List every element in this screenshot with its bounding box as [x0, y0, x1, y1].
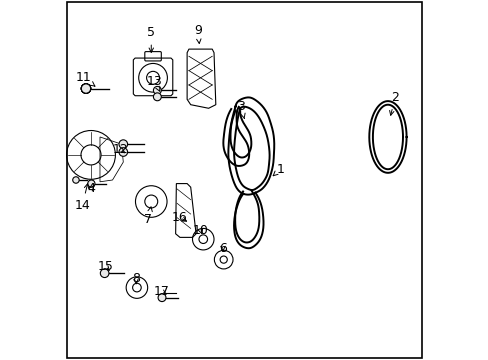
- Circle shape: [100, 269, 109, 278]
- Text: 15: 15: [97, 260, 113, 273]
- Circle shape: [73, 177, 79, 183]
- Text: 1: 1: [273, 163, 284, 176]
- Circle shape: [153, 93, 161, 101]
- Circle shape: [81, 84, 90, 93]
- Text: 17: 17: [153, 285, 169, 298]
- Text: 2: 2: [389, 91, 398, 115]
- Circle shape: [88, 180, 95, 187]
- Text: 13: 13: [147, 75, 163, 91]
- Text: 11: 11: [76, 71, 95, 86]
- Circle shape: [119, 140, 127, 148]
- Circle shape: [119, 148, 127, 156]
- Text: 6: 6: [219, 242, 226, 255]
- Circle shape: [153, 86, 161, 94]
- Text: 5: 5: [147, 27, 155, 53]
- Text: 10: 10: [192, 224, 208, 237]
- Circle shape: [158, 294, 165, 302]
- Text: 9: 9: [194, 24, 202, 44]
- Text: 14: 14: [74, 184, 90, 212]
- Text: 12: 12: [112, 143, 128, 156]
- Text: 7: 7: [144, 207, 152, 226]
- Text: 16: 16: [172, 211, 187, 224]
- Text: 8: 8: [132, 272, 140, 285]
- Text: 4: 4: [87, 183, 95, 195]
- Text: 3: 3: [237, 100, 244, 118]
